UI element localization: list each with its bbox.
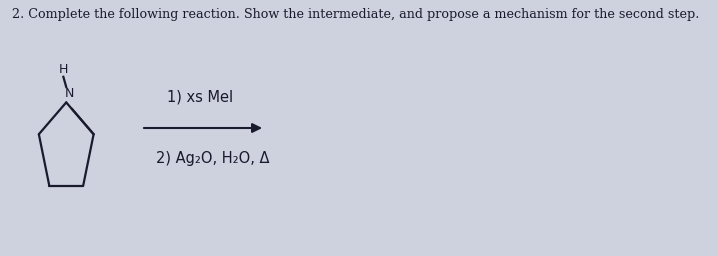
Text: N: N (65, 87, 74, 100)
Text: 2) Ag₂O, H₂O, Δ: 2) Ag₂O, H₂O, Δ (156, 151, 269, 166)
Text: 1) xs MeI: 1) xs MeI (167, 90, 233, 105)
Text: H: H (59, 63, 68, 76)
Text: 2. Complete the following reaction. Show the intermediate, and propose a mechani: 2. Complete the following reaction. Show… (11, 8, 699, 21)
